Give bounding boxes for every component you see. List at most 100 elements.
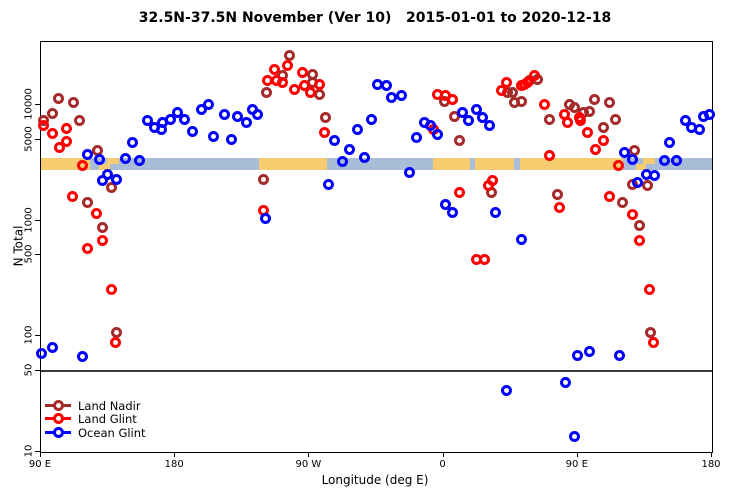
data-point-land-nadir xyxy=(588,93,600,105)
data-point-ocean-glint xyxy=(569,430,581,442)
data-point-land-nadir xyxy=(74,115,86,127)
y-axis-tick xyxy=(35,254,40,256)
data-point-land-nadir xyxy=(507,87,519,99)
data-point-ocean-glint xyxy=(627,153,639,165)
data-point-ocean-glint xyxy=(232,110,244,122)
map-band-island-patch xyxy=(99,163,110,170)
data-point-land-nadir xyxy=(552,188,564,200)
data-point-land-glint xyxy=(106,283,118,295)
data-point-land-glint xyxy=(561,117,573,129)
data-point-ocean-glint xyxy=(252,108,264,120)
map-band-island-patch xyxy=(643,158,656,164)
data-point-land-glint xyxy=(479,253,491,265)
data-point-ocean-glint xyxy=(572,350,584,362)
data-point-ocean-glint xyxy=(515,233,527,245)
data-point-ocean-glint xyxy=(178,113,190,125)
data-point-ocean-glint xyxy=(403,167,415,179)
data-point-land-glint xyxy=(297,67,309,79)
data-point-ocean-glint xyxy=(658,154,670,166)
data-point-land-glint xyxy=(38,120,50,132)
data-point-land-nadir xyxy=(105,181,117,193)
data-point-land-nadir xyxy=(597,122,609,134)
data-point-ocean-glint xyxy=(631,177,643,189)
y-tick-label: 10000 xyxy=(23,87,35,120)
x-axis-tick xyxy=(174,452,176,457)
data-point-land-nadir xyxy=(257,173,269,185)
y-tick-label: 5000 xyxy=(23,125,35,152)
legend-label: Land Glint xyxy=(78,412,137,427)
data-point-ocean-glint xyxy=(344,143,356,155)
data-point-ocean-glint xyxy=(337,156,349,168)
data-point-land-nadir xyxy=(645,327,657,339)
data-point-ocean-glint xyxy=(47,342,59,353)
data-point-land-glint xyxy=(590,143,602,155)
data-point-ocean-glint xyxy=(693,123,705,135)
data-point-ocean-glint xyxy=(432,128,444,140)
y-axis-tick xyxy=(35,335,40,337)
data-point-land-nadir xyxy=(283,50,295,62)
y-axis-tick xyxy=(35,451,40,452)
data-point-land-nadir xyxy=(97,222,109,234)
data-point-ocean-glint xyxy=(463,115,475,127)
data-point-land-nadir xyxy=(67,97,79,109)
data-point-ocean-glint xyxy=(490,207,502,219)
data-point-land-glint xyxy=(90,208,102,220)
data-point-ocean-glint xyxy=(365,113,377,125)
data-point-land-glint xyxy=(305,87,317,99)
data-point-land-glint xyxy=(82,242,94,254)
x-axis-tick xyxy=(711,452,712,457)
data-point-land-glint xyxy=(268,63,280,75)
data-point-ocean-glint xyxy=(484,120,496,132)
x-axis-tick xyxy=(576,452,578,457)
data-point-land-glint xyxy=(97,235,109,247)
y-tick-label: 500 xyxy=(23,244,35,264)
data-point-ocean-glint xyxy=(165,113,177,125)
data-point-land-glint xyxy=(453,187,465,199)
data-point-ocean-glint xyxy=(322,178,334,190)
data-point-ocean-glint xyxy=(171,107,183,119)
y-tick-label: 10 xyxy=(23,444,35,458)
data-point-ocean-glint xyxy=(225,133,237,145)
data-point-ocean-glint xyxy=(359,152,371,164)
data-point-land-glint xyxy=(597,135,609,147)
data-point-land-nadir xyxy=(81,197,93,209)
data-point-ocean-glint xyxy=(440,198,452,210)
data-point-ocean-glint xyxy=(664,137,675,149)
map-band-land-segment xyxy=(258,158,328,170)
data-point-land-glint xyxy=(612,160,624,172)
data-point-land-nadir xyxy=(320,112,332,124)
map-band-land-segment xyxy=(519,158,623,170)
data-point-land-glint xyxy=(282,60,294,72)
data-point-ocean-glint xyxy=(425,120,437,132)
legend-label: Ocean Glint xyxy=(78,425,146,440)
y-tick-label: 1000 xyxy=(23,206,35,233)
y-axis-tick xyxy=(35,219,40,221)
data-point-ocean-glint xyxy=(385,92,397,104)
data-point-land-glint xyxy=(46,128,58,140)
data-point-land-glint xyxy=(54,142,66,154)
data-point-land-nadir xyxy=(603,97,615,109)
data-point-land-glint xyxy=(277,77,289,89)
y-tick-label: 100 xyxy=(23,325,35,345)
data-point-land-nadir xyxy=(584,105,596,117)
data-point-land-glint xyxy=(538,98,550,110)
data-point-ocean-glint xyxy=(457,107,469,119)
x-tick-label: 90 E xyxy=(565,459,588,470)
data-point-land-glint xyxy=(603,190,615,202)
x-axis-label: Longitude (deg E) xyxy=(321,473,429,487)
data-point-land-nadir xyxy=(314,88,326,100)
legend-circle-swatch xyxy=(53,413,64,425)
data-point-ocean-glint xyxy=(208,130,220,142)
data-point-land-glint xyxy=(634,235,646,247)
data-point-ocean-glint xyxy=(133,155,145,167)
data-point-ocean-glint xyxy=(670,155,682,167)
data-point-land-nadir xyxy=(634,220,646,232)
data-point-land-glint xyxy=(529,70,541,82)
data-point-ocean-glint xyxy=(703,108,715,120)
y-tick-label: 50 xyxy=(23,363,35,377)
data-point-ocean-glint xyxy=(500,385,512,396)
data-point-ocean-glint xyxy=(142,115,154,127)
data-point-ocean-glint xyxy=(476,112,488,124)
data-point-land-nadir xyxy=(110,327,122,339)
data-point-ocean-glint xyxy=(93,153,105,165)
